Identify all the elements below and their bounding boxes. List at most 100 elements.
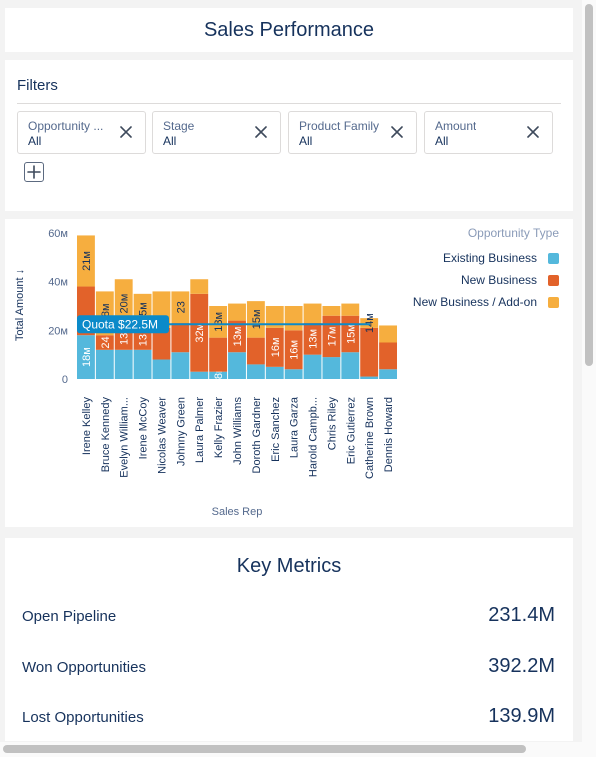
filter-value: All <box>435 134 449 148</box>
legend-title: Opportunity Type <box>468 226 559 240</box>
legend-swatch <box>548 297 559 308</box>
y-tick-label: 0 <box>62 374 68 386</box>
y-tick-label: 60м <box>48 228 68 240</box>
bar-segment <box>379 325 397 343</box>
data-label: 24 <box>100 336 112 348</box>
bar-segment <box>246 301 265 338</box>
bar-segment <box>322 357 341 379</box>
data-label: 23 <box>175 301 187 313</box>
legend-entry: New Business / Add-on <box>413 295 537 309</box>
filter-value: All <box>163 134 177 148</box>
bar-segment <box>360 318 379 328</box>
metric-won-opportunities: Won Opportunities 392.2M <box>22 655 555 679</box>
close-icon[interactable] <box>119 125 133 139</box>
x-tick-label: Kelly Frazier <box>213 397 225 458</box>
bar-segment <box>209 371 228 379</box>
legend-swatch <box>548 253 559 264</box>
filter-value: All <box>299 134 313 148</box>
metrics-card: Key Metrics Open Pipeline 231.4M Won Opp… <box>5 538 573 741</box>
metric-value: 139.9M <box>488 705 555 727</box>
bar-segment <box>322 315 341 358</box>
data-label: 13 <box>138 334 150 346</box>
data-label: 13 <box>119 333 131 345</box>
scrollbar-thumb[interactable] <box>585 4 593 366</box>
close-icon[interactable] <box>526 125 540 139</box>
bar-segment <box>77 335 95 379</box>
filter-stage[interactable]: Stage All <box>152 111 281 154</box>
metric-label: Open Pipeline <box>22 608 117 625</box>
x-tick-label: John Williams <box>232 397 244 465</box>
plus-icon <box>27 165 41 179</box>
data-label: 15м <box>345 324 357 344</box>
sales-rep-chart[interactable]: 0 20м 40м 60м Total Amount ↓ 18м 21м Irene Kell… <box>5 219 573 527</box>
quota-label: Quota $22.5M <box>82 317 158 331</box>
metrics-title: Key Metrics <box>236 555 342 577</box>
data-label: 13м <box>213 312 225 332</box>
bar-segment <box>303 354 322 379</box>
data-label: 16м <box>270 337 282 357</box>
filter-label: Product Family <box>299 119 380 133</box>
quota-badge <box>77 315 169 334</box>
data-label: 17м <box>326 327 338 347</box>
filter-opportunity-type[interactable]: Opportunity ... All <box>17 111 146 154</box>
bar-segment <box>114 349 133 379</box>
data-label: 21м <box>81 251 93 271</box>
bar-segment <box>379 342 397 370</box>
bar-segment <box>171 291 190 324</box>
filter-value: All <box>28 134 42 148</box>
x-tick-label: Eric Sanchez <box>270 397 282 462</box>
scrollbar-thumb[interactable] <box>3 745 526 753</box>
horizontal-scrollbar[interactable] <box>0 742 596 757</box>
x-tick-label: Harold Campb... <box>308 397 320 477</box>
filter-label: Amount <box>435 119 477 133</box>
metric-lost-opportunities: Lost Opportunities 139.9M <box>22 705 555 729</box>
x-tick-label: Laura Garza <box>289 396 301 458</box>
bar-segment <box>341 303 360 316</box>
page-title: Sales Performance <box>203 19 375 41</box>
bar-segment <box>303 323 322 355</box>
x-axis-label: Sales Rep <box>212 506 263 518</box>
bar-segment <box>228 352 246 379</box>
bar-segment <box>190 371 209 379</box>
filter-panel: Filters Opportunity ... All Stage All Pr… <box>5 60 573 211</box>
x-tick-label: Johnny Green <box>175 397 187 466</box>
close-icon[interactable] <box>390 125 404 139</box>
bar-segment <box>209 306 228 338</box>
bar-segment <box>171 323 190 353</box>
filter-label: Opportunity ... <box>28 119 104 133</box>
bar-segment <box>303 303 322 324</box>
bar-segment <box>95 349 114 379</box>
bar-segment <box>284 306 303 331</box>
bar-segment <box>360 376 379 379</box>
bar-segment <box>95 335 114 350</box>
data-label: 20м <box>119 294 131 314</box>
bar-segment <box>228 303 246 321</box>
metric-label: Won Opportunities <box>22 659 146 676</box>
metric-value: 231.4M <box>488 604 555 626</box>
filter-product-family[interactable]: Product Family All <box>288 111 417 154</box>
y-axis-label: Total Amount ↓ <box>14 269 26 341</box>
bar-segment <box>284 369 303 379</box>
data-label: 18м <box>81 347 93 367</box>
filter-amount[interactable]: Amount All <box>424 111 553 154</box>
chart-card: 0 20м 40м 60м Total Amount ↓ 18м 21м Irene Kell… <box>5 219 573 527</box>
close-icon[interactable] <box>254 125 268 139</box>
bar-segment <box>341 352 360 379</box>
bar-segment <box>322 306 341 316</box>
x-tick-label: Irene Kelley <box>81 397 93 456</box>
x-tick-label: Dennis Howard <box>383 397 395 472</box>
legend-entry: New Business <box>461 273 537 287</box>
filters-divider <box>17 103 561 104</box>
bar-segment <box>190 279 209 294</box>
bar-segment <box>152 327 171 360</box>
bar-segment <box>265 327 284 367</box>
add-filter-button[interactable] <box>24 162 44 182</box>
bar-segment <box>133 349 152 379</box>
y-tick-label: 40м <box>48 277 68 289</box>
vertical-scrollbar[interactable] <box>582 0 596 745</box>
bar-segment <box>190 293 209 372</box>
bar-segment <box>265 306 284 328</box>
x-tick-label: Bruce Kennedy <box>100 397 112 473</box>
metric-value: 392.2M <box>488 655 555 677</box>
filter-label: Stage <box>163 119 195 133</box>
